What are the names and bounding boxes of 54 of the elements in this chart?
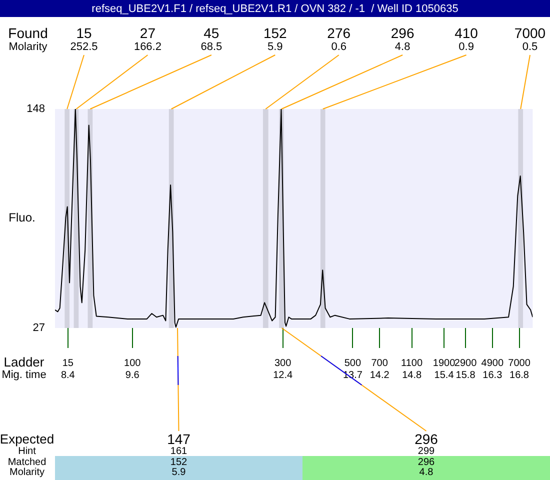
text: 4900 <box>481 358 504 369</box>
text: 1100 <box>401 358 423 369</box>
text: 299 <box>418 446 436 457</box>
text: 5.9 <box>267 41 283 54</box>
annotation: 276 <box>327 24 351 41</box>
annotation: 152 <box>263 24 288 41</box>
text: 166.2 <box>134 41 162 54</box>
annotation: 7000 <box>514 24 546 41</box>
text: 0.5 <box>522 41 538 54</box>
x-tick-label: 16.3 <box>482 370 503 381</box>
annotation: 296 <box>390 24 414 41</box>
text: Found <box>8 24 48 41</box>
annotation: 45 <box>204 24 220 41</box>
x-tick-label: 14.8 <box>402 370 422 381</box>
text: Hint <box>18 446 36 457</box>
text: Matched <box>8 456 46 468</box>
annotation: 296 <box>414 430 438 447</box>
text: 0.9 <box>458 41 474 54</box>
text: 68.5 <box>200 41 222 54</box>
chart-title: refseq_UBE2V1.F1 / refseq_UBE2V1.R1 / OVN 382 / -1 / Well ID 1050635 <box>92 3 458 16</box>
text: 5.9 <box>172 466 186 478</box>
text: 300 <box>274 358 292 369</box>
x-tick-label: 16.8 <box>510 370 530 381</box>
text: Molarity <box>9 466 45 478</box>
text: 1900 <box>432 358 456 369</box>
text: 152 <box>170 456 188 468</box>
text: 0.6 <box>331 41 347 54</box>
text: 2900 <box>454 358 478 369</box>
text: Mig. time <box>2 369 46 382</box>
annotation: 410 <box>454 24 478 41</box>
annotation: 147 <box>167 430 191 447</box>
text: Molarity <box>8 41 48 54</box>
x-tick-label: 14.2 <box>370 370 390 381</box>
text: 161 <box>170 446 188 457</box>
text: 15 <box>62 358 74 369</box>
x-tick-label: 15.8 <box>456 370 476 381</box>
annotation: 27 <box>140 24 156 41</box>
text: Expected <box>0 432 54 447</box>
text: 500 <box>344 358 362 369</box>
x-tick-label: 8.4 <box>60 370 76 381</box>
y-axis-title: Fluo. <box>8 210 36 224</box>
annotation: 15 <box>76 24 92 41</box>
text: 4.8 <box>394 41 410 54</box>
x-tick-label: 12.4 <box>273 370 293 381</box>
x-tick-label: 15.4 <box>434 370 454 381</box>
text: 700 <box>371 358 388 369</box>
x-tick-label: 9.6 <box>125 370 140 381</box>
text: 252.5 <box>70 41 98 54</box>
text: Ladder <box>4 354 45 370</box>
y-tick-label: 148 <box>26 103 45 116</box>
text: 296 <box>418 456 436 468</box>
text: 100 <box>124 358 142 369</box>
text: 4.8 <box>419 466 434 478</box>
text: 7000 <box>508 358 531 369</box>
